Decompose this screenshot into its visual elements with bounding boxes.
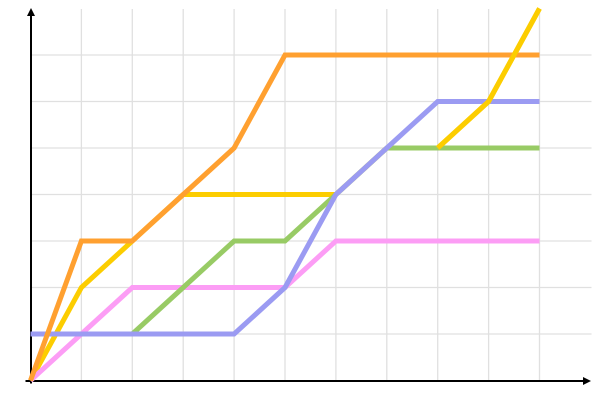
axes-group — [25, 8, 591, 385]
series-group — [28, 7, 542, 383]
x-axis-arrowhead-icon — [583, 377, 591, 385]
y-axis-arrowhead-icon — [27, 8, 35, 16]
series-periwinkle-line — [30, 99, 540, 337]
series-orange-line — [28, 52, 540, 382]
series-gold-line — [436, 7, 542, 150]
